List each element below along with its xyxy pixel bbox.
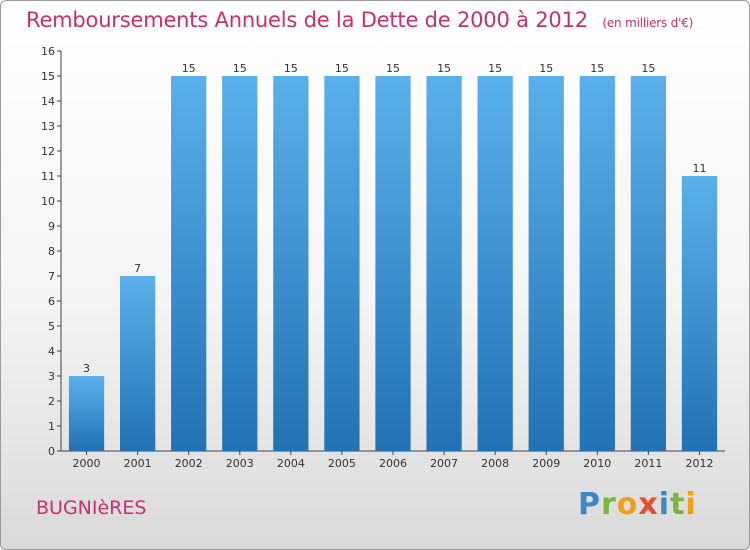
y-tick-label: 1 [48, 420, 55, 433]
x-tick-label: 2008 [481, 457, 509, 470]
x-tick-label: 2001 [124, 457, 152, 470]
bar-value-label: 15 [641, 62, 655, 75]
bar-value-label: 11 [692, 162, 706, 175]
commune-name: BUGNIèRES [36, 497, 147, 519]
y-tick-label: 11 [41, 170, 55, 183]
y-tick-label: 0 [48, 445, 55, 458]
bar [273, 76, 309, 451]
proxiti-logo: Proxiti [578, 487, 697, 522]
y-tick-label: 5 [48, 320, 55, 333]
y-tick-label: 8 [48, 245, 55, 258]
bar [68, 376, 105, 451]
y-tick-label: 14 [41, 95, 55, 108]
x-tick-label: 2000 [73, 457, 101, 470]
bar [477, 76, 513, 451]
x-tick-label: 2003 [226, 457, 254, 470]
y-tick-label: 9 [48, 220, 55, 233]
bar [630, 76, 667, 451]
y-tick-label: 7 [48, 270, 55, 283]
title-unit: (en milliers d'€) [602, 16, 694, 30]
x-tick-label: 2002 [175, 457, 203, 470]
y-tick-label: 3 [48, 370, 55, 383]
bar-value-label: 15 [386, 62, 400, 75]
bar-value-label: 15 [284, 62, 298, 75]
chart-title: Remboursements Annuels de la Dette de 20… [26, 8, 693, 32]
y-tick-label: 6 [48, 295, 55, 308]
bar [375, 76, 411, 451]
x-tick-label: 2010 [583, 457, 611, 470]
y-tick-label: 2 [48, 395, 55, 408]
bar [681, 176, 718, 451]
bar-value-label: 15 [590, 62, 604, 75]
bar [171, 76, 207, 451]
x-tick-label: 2005 [328, 457, 356, 470]
x-tick-label: 2004 [277, 457, 305, 470]
y-tick-label: 10 [41, 195, 55, 208]
x-tick-label: 2009 [532, 457, 560, 470]
x-tick-label: 2006 [379, 457, 407, 470]
title-text: Remboursements Annuels de la Dette de 20… [26, 8, 588, 32]
bar-value-label: 15 [233, 62, 247, 75]
bar-value-label: 15 [182, 62, 196, 75]
bar [324, 76, 360, 451]
bar-value-label: 15 [437, 62, 451, 75]
bar [426, 76, 462, 451]
bar [222, 76, 258, 451]
y-tick-label: 4 [48, 345, 55, 358]
bar [528, 76, 564, 451]
bar-value-label: 3 [83, 362, 90, 375]
bar-value-label: 15 [335, 62, 349, 75]
y-tick-label: 13 [41, 120, 55, 133]
bar-value-label: 15 [539, 62, 553, 75]
bar [119, 276, 156, 451]
y-tick-label: 12 [41, 145, 55, 158]
bar [579, 76, 615, 451]
x-tick-label: 2012 [685, 457, 713, 470]
bar-value-label: 7 [134, 262, 141, 275]
y-tick-label: 16 [41, 45, 55, 58]
x-tick-label: 2007 [430, 457, 458, 470]
y-tick-label: 15 [41, 70, 55, 83]
bar-value-label: 15 [488, 62, 502, 75]
x-tick-label: 2011 [634, 457, 662, 470]
